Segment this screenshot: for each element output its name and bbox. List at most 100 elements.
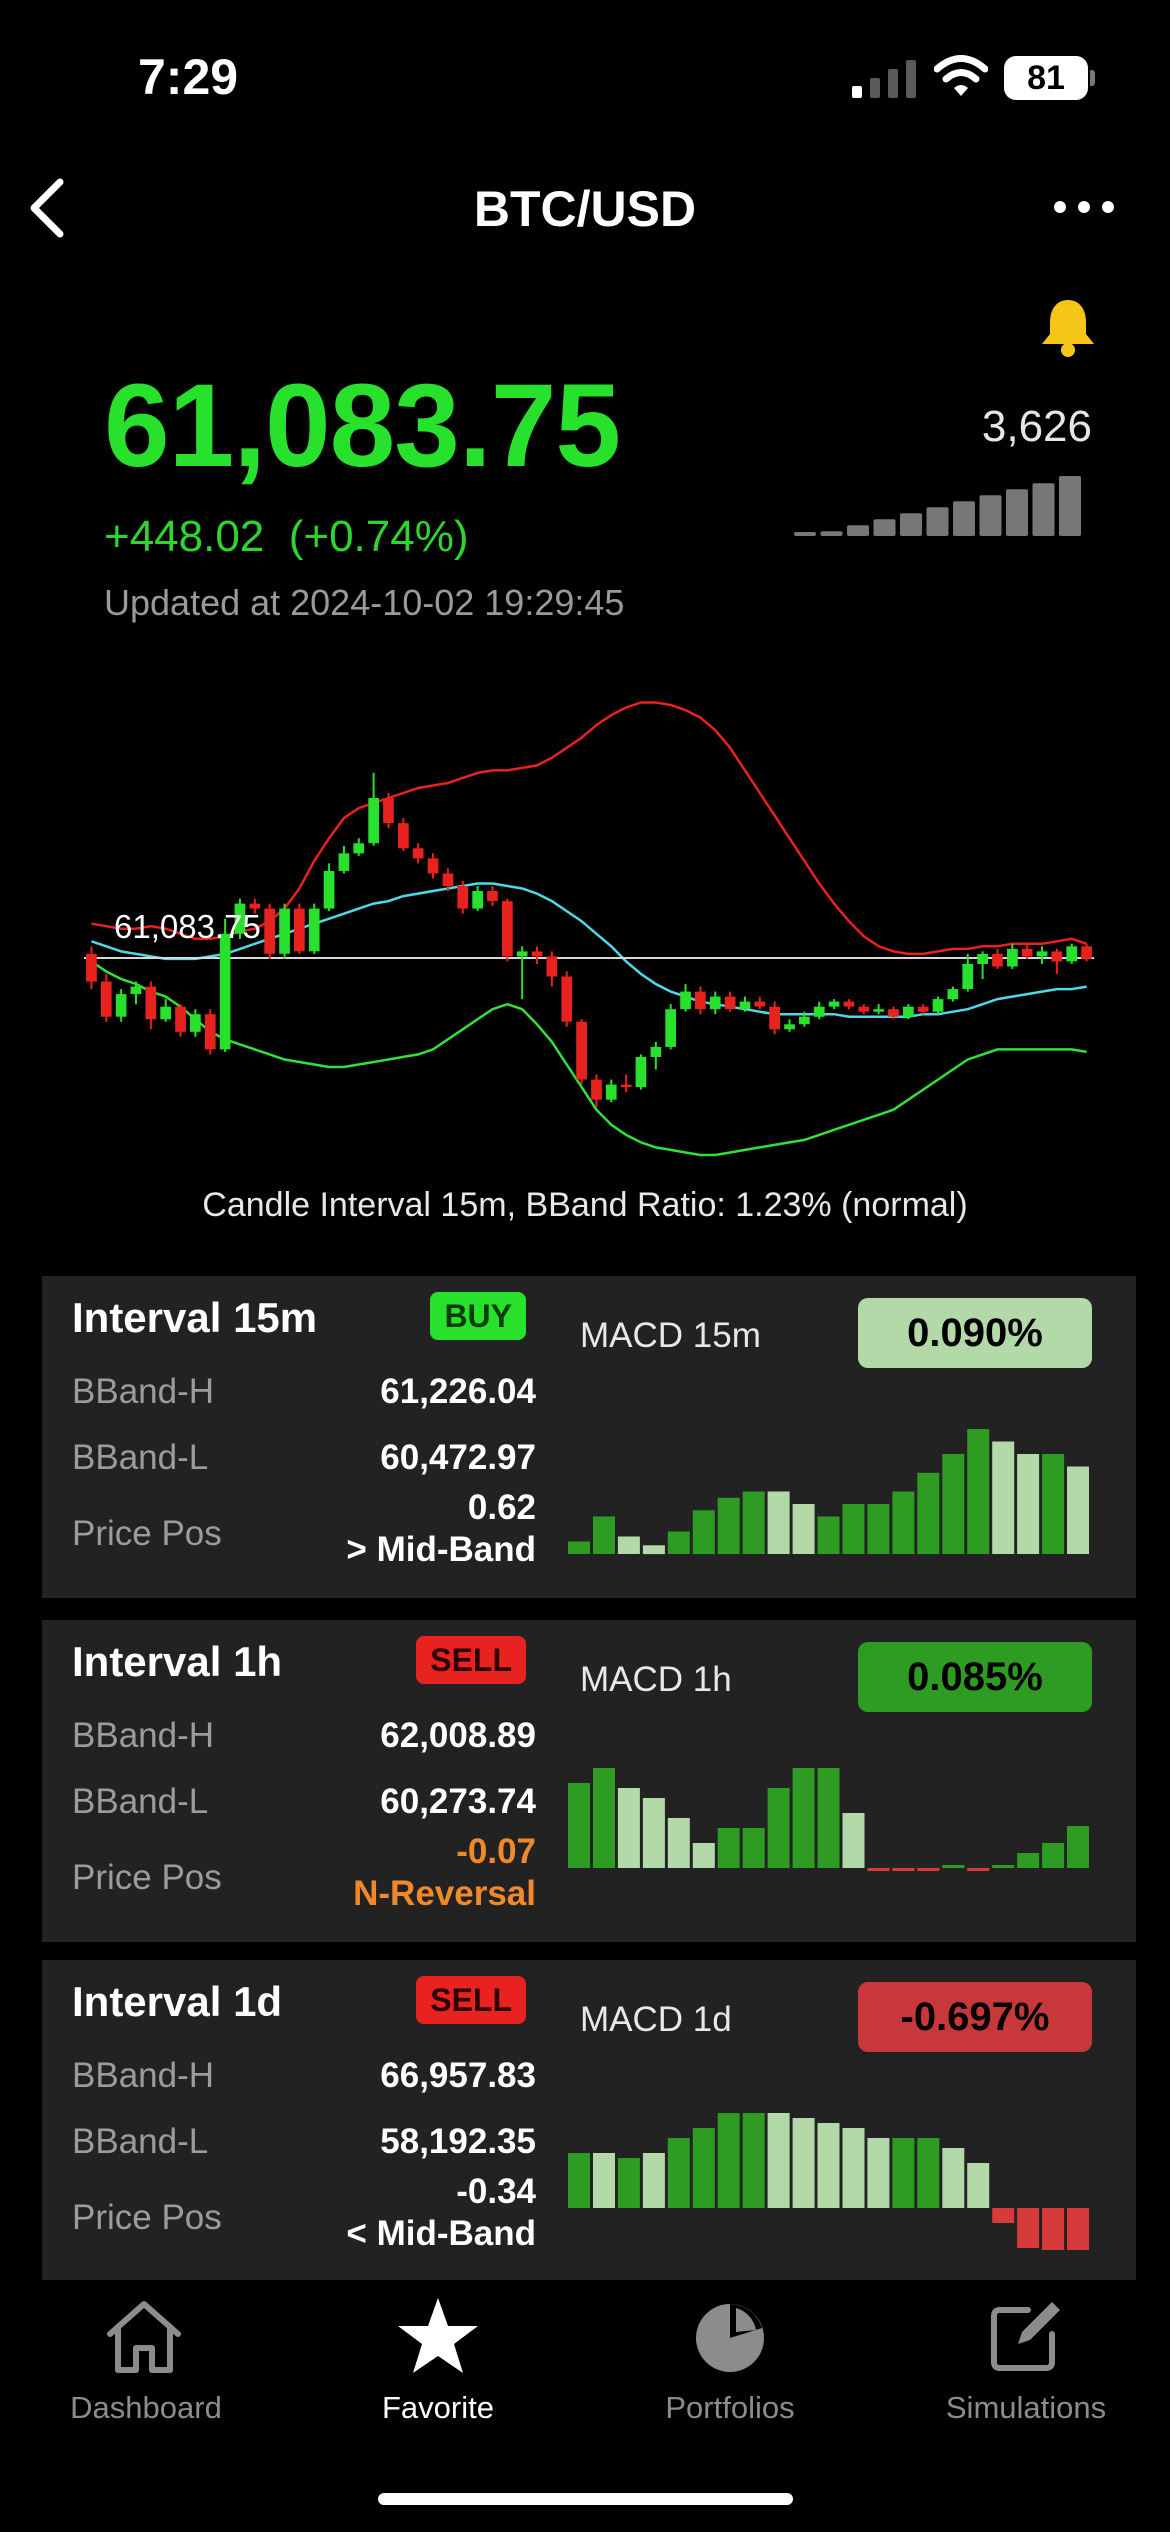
price-pos-value: -0.34	[456, 2172, 536, 2211]
candle	[769, 1006, 780, 1030]
price-pos-note: < Mid-Band	[346, 2214, 536, 2253]
candle	[516, 951, 528, 957]
lower-band-line	[90, 960, 1087, 1157]
macd-bar	[817, 1516, 840, 1554]
interval-card[interactable]: Interval 1h SELL BBand-H 62,008.89 BBand…	[42, 1620, 1136, 1942]
macd-value-badge: 0.090%	[858, 1298, 1092, 1368]
candle	[665, 1009, 676, 1047]
macd-bar	[642, 1545, 665, 1555]
macd-bar	[817, 2123, 840, 2208]
interval-title: Interval 1h	[72, 1638, 283, 1685]
macd-bar	[1067, 1826, 1089, 1868]
price-line-label: 61,083.75	[114, 908, 261, 945]
home-indicator[interactable]	[378, 2493, 793, 2505]
price-pos-note: > Mid-Band	[346, 1530, 536, 1569]
tab-favorite[interactable]: Favorite	[292, 2296, 584, 2436]
current-price: 61,083.75	[104, 360, 621, 492]
candle	[160, 1006, 171, 1020]
price-pos-label: Price Pos	[72, 1514, 222, 1553]
back-icon[interactable]	[24, 176, 68, 240]
pie-chart-icon	[696, 2304, 764, 2372]
candle	[531, 951, 543, 957]
candle	[784, 1024, 795, 1030]
macd-label: MACD 15m	[580, 1316, 761, 1355]
volume-bar	[1059, 476, 1081, 536]
tab-dashboard-label: Dashboard	[70, 2390, 222, 2425]
macd-histogram	[568, 1429, 1089, 1555]
candle	[383, 798, 394, 824]
candle	[709, 996, 721, 1010]
upper-band-line	[91, 701, 1087, 956]
battery-nub	[1090, 70, 1095, 86]
candle	[828, 1001, 840, 1007]
candle	[368, 798, 379, 844]
candle	[1021, 948, 1033, 957]
volume-bar	[873, 519, 896, 536]
page-title: BTC/USD	[473, 181, 697, 237]
price-pos-value: 0.62	[467, 1488, 536, 1527]
macd-bar	[617, 2158, 640, 2208]
battery-indicator: 81	[1004, 56, 1088, 100]
macd-bar	[617, 1788, 640, 1868]
candle	[115, 994, 127, 1017]
macd-bar	[767, 2113, 790, 2208]
candle	[204, 1014, 216, 1050]
macd-bar	[892, 1868, 915, 1871]
tab-portfolios[interactable]: Portfolios	[584, 2296, 876, 2436]
candle	[190, 1014, 201, 1032]
macd-bar	[568, 1783, 590, 1868]
bband-l-label: BBand-L	[72, 1438, 209, 1477]
candle	[561, 976, 573, 1022]
candle	[917, 1006, 929, 1012]
candle	[353, 843, 365, 854]
macd-bar	[917, 1472, 940, 1555]
signal-badge: SELL	[416, 1636, 526, 1684]
more-options-icon[interactable]	[1052, 196, 1116, 218]
interval-card[interactable]: Interval 15m BUY BBand-H 61,226.04 BBand…	[42, 1276, 1136, 1598]
macd-bar	[568, 2153, 590, 2208]
candlestick-chart[interactable]	[84, 700, 1094, 1160]
tab-simulations-label: Simulations	[945, 2390, 1107, 2425]
macd-label: MACD 1h	[580, 1660, 732, 1699]
candle	[873, 1009, 884, 1012]
interval-title: Interval 15m	[72, 1294, 318, 1341]
macd-bar	[867, 1868, 890, 1871]
chart-caption: Candle Interval 15m, BBand Ratio: 1.23% …	[202, 1186, 968, 1224]
macd-bar	[1017, 1454, 1040, 1554]
interval-card[interactable]: Interval 1d SELL BBand-H 66,957.83 BBand…	[42, 1960, 1136, 2282]
candle	[1081, 946, 1092, 959]
candle	[843, 1001, 855, 1007]
candle	[903, 1006, 914, 1017]
macd-histogram	[568, 1768, 1089, 1871]
bband-l-label: BBand-L	[72, 2122, 209, 2161]
candle	[1051, 951, 1063, 962]
macd-bar	[867, 2138, 890, 2208]
macd-bar	[1067, 1466, 1089, 1554]
tab-dashboard[interactable]: Dashboard	[0, 2296, 292, 2436]
macd-bar	[717, 2113, 740, 2208]
macd-bar	[617, 1536, 640, 1554]
macd-bar	[1017, 2208, 1040, 2248]
candle	[546, 956, 558, 977]
macd-bar	[942, 1454, 965, 1554]
volume-value: 3,626	[981, 402, 1092, 451]
tab-bar	[0, 2280, 1170, 2532]
candle	[130, 986, 142, 995]
macd-bar	[867, 1504, 890, 1554]
macd-bar	[593, 2153, 615, 2208]
volume-bar	[1006, 489, 1028, 536]
candle	[635, 1056, 647, 1088]
macd-bar	[917, 2138, 940, 2208]
macd-bar	[842, 1813, 865, 1868]
candle	[219, 933, 231, 1050]
bband-l-value: 60,273.74	[380, 1782, 536, 1821]
bell-icon[interactable]	[1040, 296, 1096, 358]
candle	[992, 953, 1003, 967]
bband-l-value: 60,472.97	[380, 1438, 536, 1477]
middle-band-line	[91, 882, 1087, 1018]
candle	[932, 999, 944, 1012]
candle	[858, 1006, 870, 1012]
candle	[279, 908, 290, 954]
candle	[1066, 946, 1078, 962]
tab-simulations[interactable]: Simulations	[876, 2296, 1170, 2436]
